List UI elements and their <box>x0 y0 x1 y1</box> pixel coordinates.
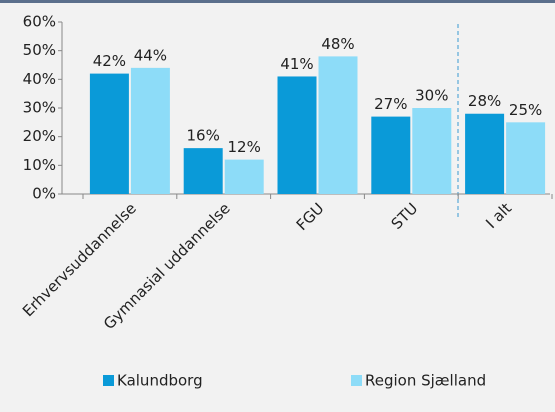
y-tick-label: 20% <box>23 127 56 145</box>
y-tick-label: 10% <box>23 156 56 174</box>
data-label: 41% <box>280 55 313 73</box>
data-label: 42% <box>93 52 126 70</box>
y-tick-label: 40% <box>23 70 56 88</box>
legend-label: Kalundborg <box>117 372 203 390</box>
x-tick-label: I alt <box>482 199 515 232</box>
bar <box>183 148 223 194</box>
data-label: 27% <box>374 95 407 113</box>
legend-label: Region Sjælland <box>365 372 486 390</box>
legend-swatch <box>103 375 114 386</box>
data-label: 30% <box>415 87 448 105</box>
legend-swatch <box>351 375 362 386</box>
bar <box>318 56 358 195</box>
bar <box>130 67 170 194</box>
y-tick-label: 30% <box>23 99 56 117</box>
top-border <box>0 0 555 3</box>
data-label: 12% <box>228 138 261 156</box>
y-tick-label: 50% <box>23 41 56 59</box>
data-label: 25% <box>509 101 542 119</box>
y-tick-label: 60% <box>23 13 56 31</box>
data-label: 16% <box>187 127 220 145</box>
bar <box>506 122 546 194</box>
bar <box>371 116 411 194</box>
y-tick-label: 0% <box>32 185 56 203</box>
data-label: 28% <box>468 92 501 110</box>
data-label: 44% <box>134 46 167 64</box>
bar <box>465 113 505 194</box>
x-tick-label: STU <box>388 199 422 233</box>
x-tick-label: FGU <box>293 199 328 234</box>
bar <box>412 108 452 194</box>
bar <box>224 159 264 194</box>
bar <box>277 76 317 194</box>
data-label: 48% <box>321 35 354 53</box>
bar <box>89 73 129 194</box>
